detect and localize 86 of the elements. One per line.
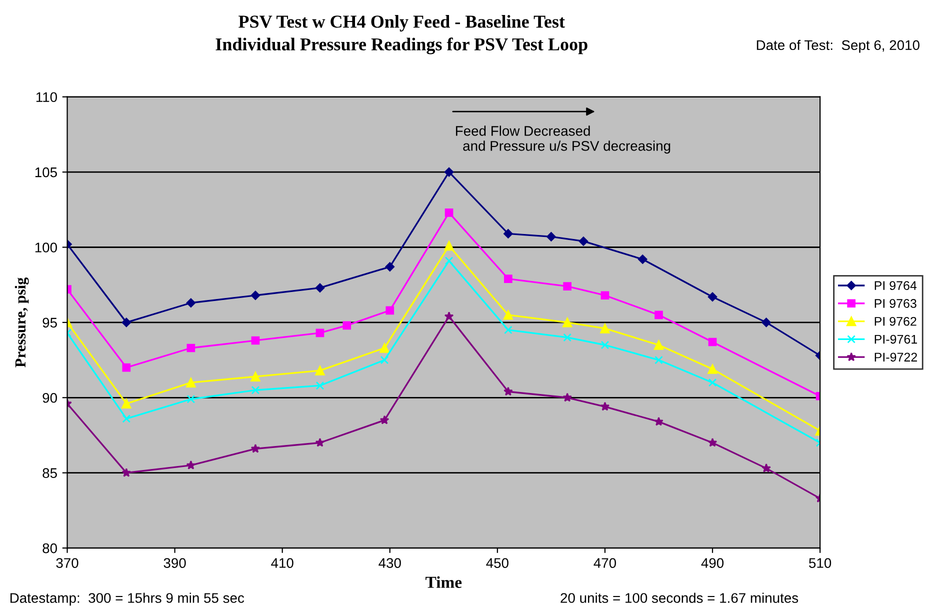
point (315, 438, 325, 447)
point (122, 318, 132, 328)
chart-subtitle: Individual Pressure Readings for PSV Test Loop (216, 38, 588, 54)
legend-label: PI 9764 (874, 281, 917, 290)
point (122, 414, 131, 423)
point (380, 356, 389, 364)
text: Datestamp: 300 = 15hrs 9 min 55 sec (10, 592, 244, 606)
point (638, 254, 648, 264)
text: Date of Test: Sept 6, 2010 (756, 40, 920, 53)
point (186, 378, 196, 388)
legend-label: PI-9722 (874, 352, 917, 362)
point (504, 386, 513, 396)
point (444, 312, 454, 320)
point (186, 394, 196, 404)
point (444, 240, 454, 251)
point (708, 438, 718, 447)
point (316, 381, 324, 390)
point (342, 321, 352, 330)
point (654, 340, 664, 350)
point (444, 256, 454, 265)
point (250, 372, 260, 382)
x-tick-label: 410 (271, 558, 294, 568)
point (708, 378, 717, 387)
point (708, 338, 717, 346)
point (122, 468, 132, 477)
x-tick-label: 390 (164, 558, 186, 568)
x-tick-label: 450 (486, 558, 508, 568)
y-tick-label: 90 (42, 392, 57, 403)
y-tick-label: 85 (42, 468, 57, 478)
point (503, 310, 514, 320)
point (251, 336, 260, 345)
x-tick-label: 470 (594, 558, 616, 568)
point (315, 283, 325, 292)
point (444, 208, 454, 217)
y-tick-label: 110 (36, 92, 57, 102)
point (654, 356, 663, 364)
legend-label: PI 9762 (874, 316, 916, 326)
point (385, 262, 394, 272)
point (546, 232, 556, 242)
point (600, 402, 610, 411)
x-axis-title: Time (426, 576, 462, 588)
y-tick-label: 105 (35, 167, 57, 178)
point (563, 333, 572, 342)
point (504, 229, 513, 238)
x-tick-label: 490 (701, 558, 724, 568)
annotation: Feed Flow Decreased and Pressure u/s PSV decreasing (456, 126, 670, 154)
point (504, 326, 512, 334)
point (380, 343, 390, 353)
point (122, 398, 132, 409)
point (504, 274, 512, 283)
point (600, 291, 610, 300)
point (562, 392, 572, 402)
x-tick-label: 510 (809, 558, 832, 568)
point (186, 460, 196, 470)
point (122, 363, 131, 372)
point (762, 463, 771, 472)
y-axis-title: Pressure, psig (14, 277, 29, 368)
chart-title: PSV Test w CH4 Only Feed - Baseline Test (238, 15, 565, 32)
y-tick-label: 80 (42, 543, 57, 554)
legend-label: PI 9763 (874, 299, 916, 308)
point (600, 340, 610, 350)
point (251, 386, 260, 394)
point (250, 444, 260, 453)
legend-label: PI-9761 (874, 334, 917, 344)
point (578, 236, 588, 246)
point (654, 416, 664, 426)
point (762, 318, 771, 328)
point (315, 366, 325, 376)
y-tick-label: 100 (35, 242, 57, 252)
y-tick-label: 95 (42, 318, 57, 328)
point (316, 328, 324, 338)
text: 20 units = 100 seconds = 1.67 minutes (560, 592, 798, 603)
point (654, 310, 663, 320)
point (600, 324, 610, 334)
point (562, 318, 572, 328)
x-tick-label: 430 (378, 558, 401, 568)
point (186, 298, 196, 308)
point (386, 306, 394, 315)
point (250, 290, 260, 300)
point (708, 292, 718, 302)
point (563, 282, 572, 291)
x-tick-label: 370 (56, 558, 78, 568)
point (380, 415, 390, 424)
point (186, 344, 196, 352)
point (708, 364, 718, 374)
point (444, 167, 454, 177)
